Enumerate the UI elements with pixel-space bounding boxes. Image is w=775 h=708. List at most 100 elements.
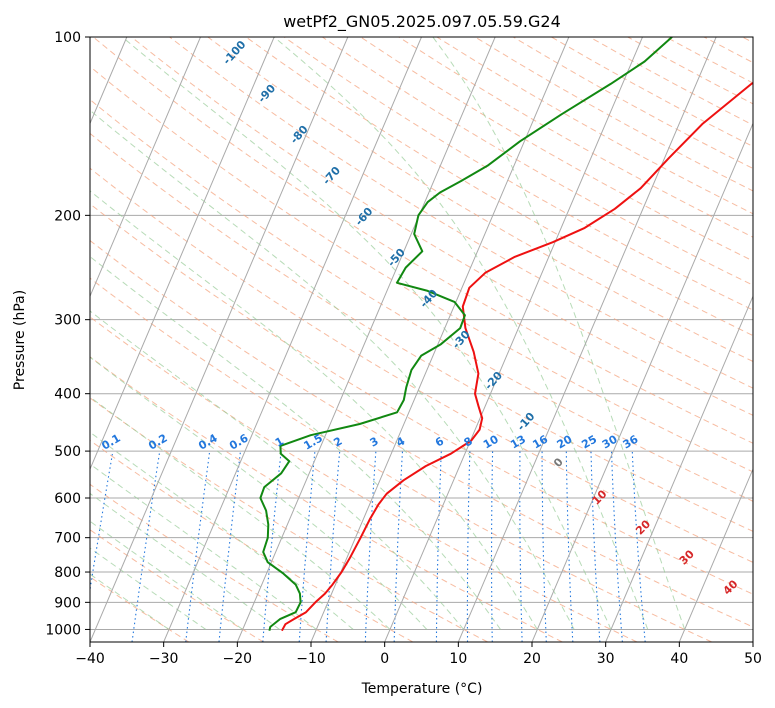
dry-adiabat [245,37,753,337]
dry-adiabat [90,239,753,628]
mixing-ratio-label: 4 [394,434,407,449]
dry-adiabat [665,37,753,84]
dry-adiabat [90,316,638,642]
mixing-ratio-line [590,451,601,642]
temperature-profile [281,81,753,632]
x-axis-label: Temperature (°C) [361,681,483,697]
dry-adiabat [90,65,753,473]
mixing-ratio-lines [90,451,646,642]
isotherm-line [163,37,422,642]
dry-adiabat [90,439,414,642]
dewpoint-profile [259,37,673,631]
moist-adiabat [90,573,170,630]
x-tick-label: 30 [597,651,615,667]
moist-adiabat [121,37,612,630]
mixing-ratio-line [610,451,623,642]
moist-adiabat-label: -30 [450,328,473,352]
moist-adiabat [90,310,465,630]
mixing-ratio-label: 0.6 [227,431,251,452]
dry-adiabat [169,37,753,389]
dry-adiabat [589,37,753,126]
mixing-ratio-label: 36 [621,432,641,451]
y-tick-label: 100 [54,30,81,46]
mixing-ratio-label: 6 [433,434,446,449]
chart-title: wetPf2_GN05.2025.097.05.59.G24 [283,12,561,32]
isotherm-line [384,37,643,642]
mixing-ratio-label: 25 [579,433,599,452]
moist-adiabat-label: -10 [515,410,538,434]
mixing-ratio-line [90,451,114,594]
moist-adiabat-label: -90 [255,82,278,106]
moist-adiabat [90,431,354,630]
dry-adiabat [551,37,753,148]
mixing-ratio-line [364,451,377,642]
y-tick-label: 500 [54,444,81,460]
dry-adiabat-label: 30 [677,547,697,567]
dry-adiabat [90,98,753,502]
mixing-ratio-line [490,451,494,642]
moist-adiabats [90,37,686,630]
mixing-ratio-line [435,451,442,642]
dry-adiabat [90,203,753,595]
y-axis-label: Pressure (hPa) [12,290,28,390]
mixing-ratio-line [519,451,523,642]
y-tick-label: 200 [54,208,81,224]
dry-adiabat [92,37,753,444]
sounding-series [259,37,753,632]
mixing-ratio-line [218,451,242,642]
x-tick-label: −20 [223,651,253,667]
mixing-ratio-label: 20 [555,432,575,451]
moist-adiabat-label: -70 [320,164,343,188]
mixing-ratio-line [298,451,316,642]
isotherm-line [457,37,717,642]
moist-adiabat [90,520,243,630]
mixing-ratio-line [325,451,341,642]
y-tick-label: 300 [54,313,81,329]
dry-adiabat [436,37,753,215]
moist-adiabat [90,463,317,630]
isotherm-line [90,37,201,298]
dry-adiabat [90,397,488,642]
mixing-ratio-label: 0.4 [196,431,220,452]
x-tick-label: −40 [75,651,105,667]
isotherm-line [531,122,753,642]
moist-adiabat [90,396,391,630]
mixing-ratio-label: 3 [368,435,381,450]
moist-adiabat [90,492,280,630]
mixing-ratio-line [262,451,282,642]
isotherm-line [90,37,275,471]
x-axis: −40 −30 −20 −10 0 10 20 30 40 50 [75,642,762,667]
mixing-ratio-label: 0.2 [146,432,169,453]
plot-area: -100-90-80-70-60-50-40-30-20-1000.1 0.2 0.… [90,37,753,642]
x-tick-label: −30 [149,651,179,667]
dry-adiabat [90,576,190,642]
x-tick-label: −10 [296,651,326,667]
isotherm-line [678,467,753,642]
moist-adiabat-label: -20 [482,369,505,393]
isotherm-line [90,37,349,642]
moist-adiabat-label: 0 [551,455,566,470]
isotherm-line [310,37,570,642]
x-tick-label: 40 [670,651,688,667]
x-tick-label: 0 [380,651,389,667]
isotherm-line [605,295,753,642]
y-axis: 1000 900 800 700 600 500 400 300 200 100 [45,30,90,638]
moist-adiabat [90,356,428,630]
dry-adiabat [90,529,264,642]
y-tick-label: 1000 [45,622,81,638]
y-tick-label: 900 [54,595,81,611]
dry-adiabat [90,483,339,642]
dry-adiabat [131,37,753,416]
x-tick-label: 20 [523,651,541,667]
mixing-ratio-label: 2 [331,435,344,450]
dry-adiabat [703,37,753,64]
dry-adiabat [90,277,712,642]
moist-adiabat [90,547,207,630]
mixing-ratio-line [185,451,211,642]
isotherm-line [752,640,753,642]
dry-adiabat [283,37,753,311]
y-tick-label: 600 [54,491,81,507]
mixing-ratio-line [466,451,471,642]
mixing-ratio-line [631,451,646,642]
